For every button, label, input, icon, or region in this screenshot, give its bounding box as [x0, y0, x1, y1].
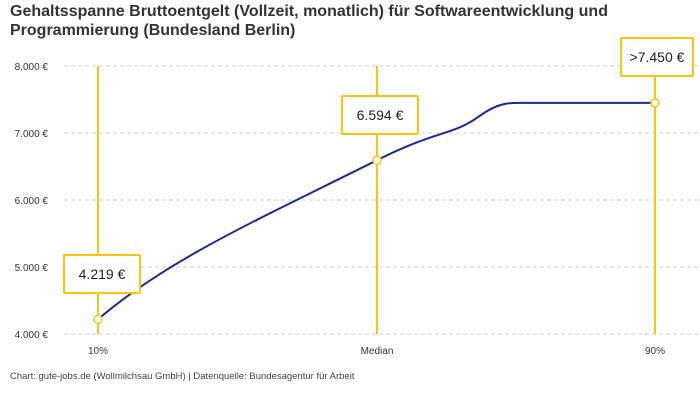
data-label: 4.219 € [63, 254, 141, 294]
chart-title: Gehaltsspanne Bruttoentgelt (Vollzeit, m… [10, 3, 608, 39]
data-label: >7.450 € [620, 37, 694, 77]
x-tick-label: 90% [645, 346, 665, 357]
y-tick-label: 5.000 € [15, 263, 49, 274]
data-point [93, 314, 103, 325]
data-point [650, 98, 660, 108]
x-tick-label: Median [361, 346, 394, 357]
y-tick-label: 4.000 € [15, 330, 49, 341]
salary-line [97, 101, 655, 321]
y-tick-label: 8.000 € [15, 62, 49, 73]
x-tick-label: 10% [88, 346, 108, 357]
data-point [372, 155, 382, 165]
chart-source: Chart: gute-jobs.de (Wollmilchsau GmbH) … [10, 371, 355, 382]
data-label: 6.594 € [341, 95, 419, 135]
y-tick-label: 6.000 € [15, 196, 49, 207]
y-tick-label: 7.000 € [15, 129, 49, 140]
